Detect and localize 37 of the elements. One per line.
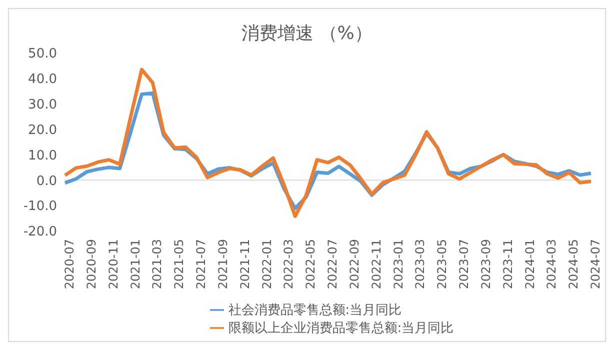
y-tick-label: 50.0 [28, 46, 57, 62]
x-tick-label: 2020-11 [106, 239, 120, 290]
x-tick-label: 2020-07 [62, 239, 77, 290]
x-tick-label: 2021-09 [216, 239, 230, 290]
x-tick-label: 2024-01 [522, 239, 537, 290]
legend-label: 限额以上企业消费品零售总额:当月同比 [228, 321, 454, 336]
y-tick-label: 40.0 [28, 72, 57, 88]
x-tick-label: 2022-11 [369, 239, 384, 290]
x-tick-label: 2023-09 [478, 239, 493, 290]
x-tick-label: 2023-05 [435, 239, 450, 290]
x-tick-label: 2023-01 [391, 239, 406, 290]
y-tick-label: 10.0 [28, 148, 57, 164]
x-tick-label: 2024-07 [588, 239, 603, 290]
line-series [63, 68, 593, 218]
y-tick-label: 30.0 [28, 97, 57, 112]
x-tick-label: 2022-03 [282, 239, 296, 290]
x-tick-label: 2023-11 [500, 239, 515, 290]
x-tick-label: 2022-05 [304, 239, 318, 290]
x-tick-label: 2024-03 [544, 239, 559, 290]
chart-title: 消费增速 （%） [240, 22, 374, 46]
x-tick-label: 2024-05 [566, 239, 581, 290]
x-tick-label: 2022-09 [347, 239, 362, 290]
x-tick-label: 2021-01 [128, 239, 142, 290]
x-tick-label: 2021-07 [194, 239, 208, 290]
x-tick-label: 2023-03 [413, 239, 428, 290]
y-tick-label: 0.0 [36, 174, 57, 189]
x-tick-label: 2022-07 [326, 239, 340, 290]
y-tick-label: -10.0 [23, 199, 57, 214]
y-tick-label: -20.0 [23, 224, 57, 240]
x-tick-label: 2023-07 [457, 239, 472, 290]
x-tick-label: 2021-03 [150, 239, 164, 290]
y-tick-label: 20.0 [28, 122, 57, 138]
x-tick-label: 2020-09 [84, 239, 98, 290]
x-tick-label: 2021-11 [238, 239, 252, 290]
x-tick-label: 2022-01 [260, 239, 274, 290]
legend-label: 社会消费品零售总额:当月同比 [228, 303, 402, 318]
x-tick-label: 2021-05 [172, 239, 186, 290]
